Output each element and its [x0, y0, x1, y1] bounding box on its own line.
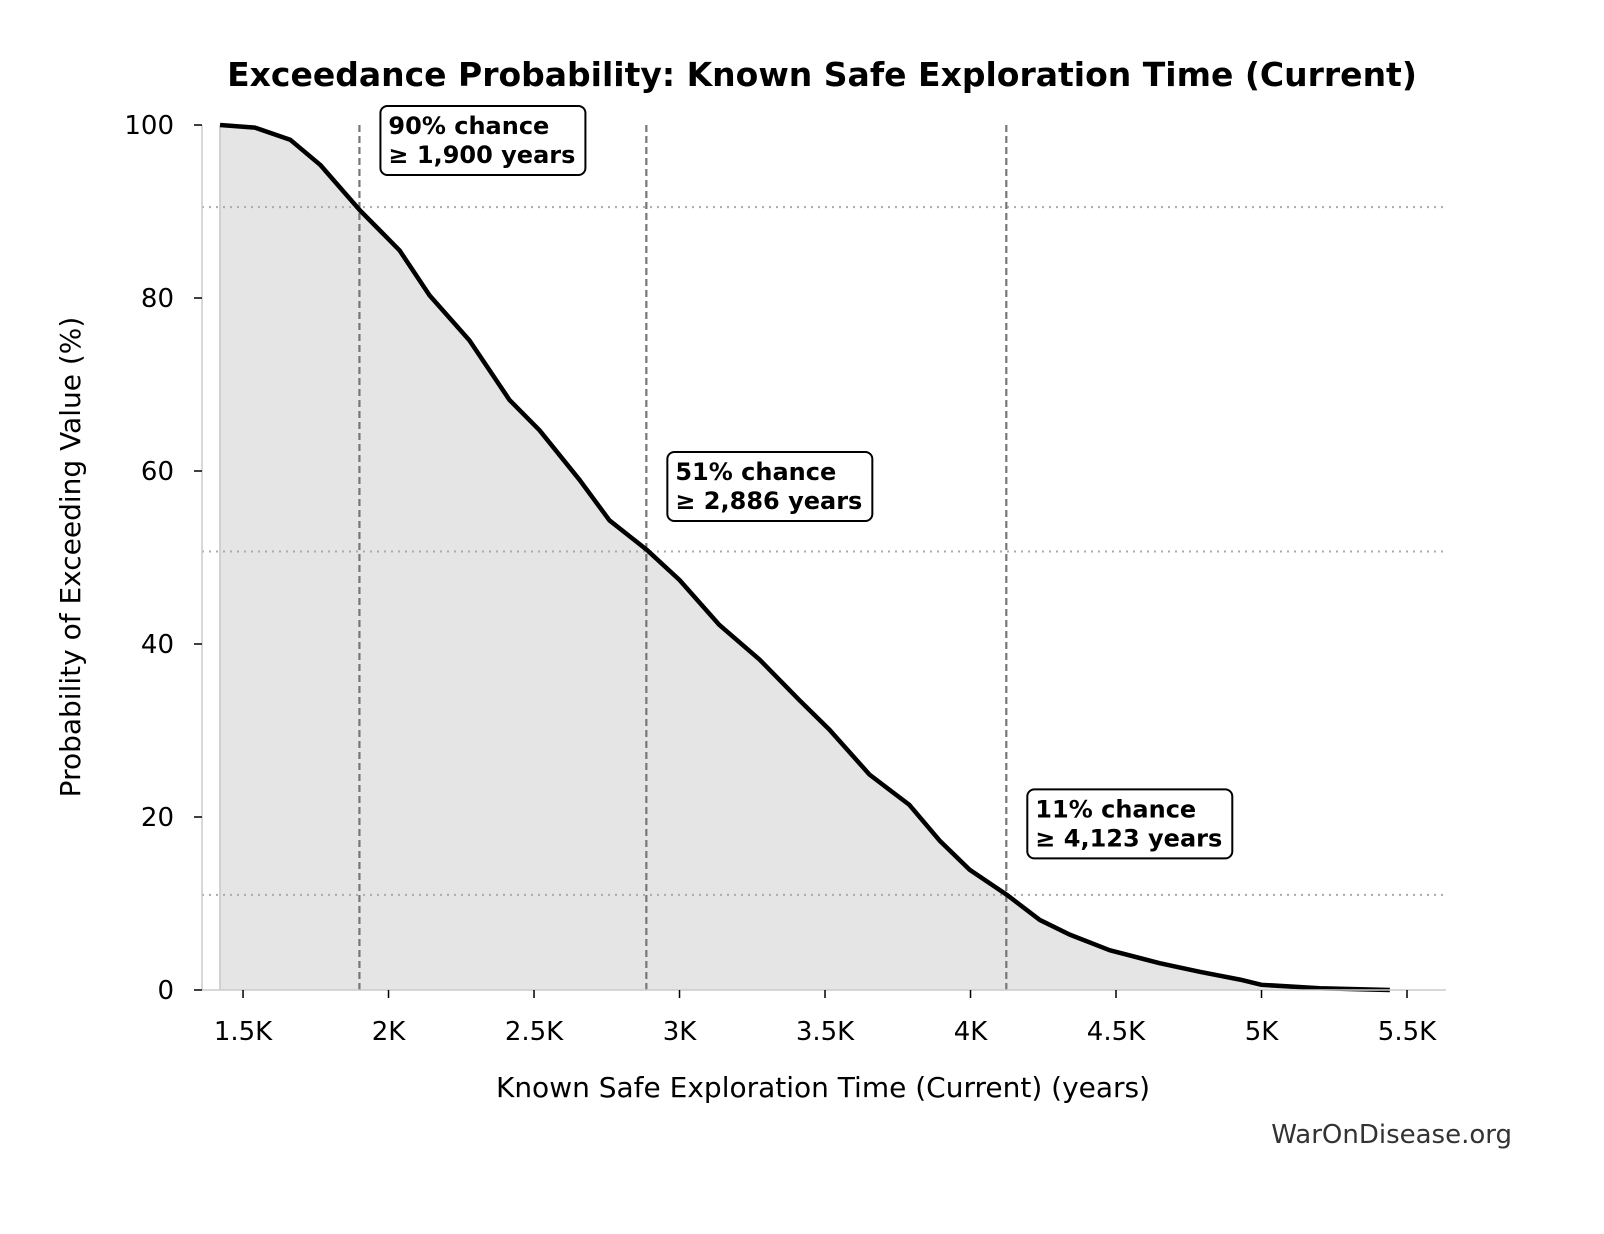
x-axis-label: Known Safe Exploration Time (Current) (y… [496, 1071, 1150, 1104]
y-tick-label: 20 [141, 803, 174, 833]
annotation-box [666, 451, 874, 522]
annotation-line1: 90% chance [388, 112, 549, 140]
x-tick-label: 5.5K [1378, 1017, 1437, 1047]
y-tick-label: 60 [141, 457, 174, 487]
y-tick-label: 0 [157, 976, 174, 1006]
area-fill [220, 125, 1390, 990]
x-tick-label: 2.5K [505, 1017, 564, 1047]
annotation-box [1026, 788, 1234, 860]
y-tick-label: 80 [141, 284, 174, 314]
annotation-2: 11% chance≥ 4,123 years [1026, 788, 1234, 860]
x-tick-label: 1.5K [214, 1017, 273, 1047]
y-tick-label: 40 [141, 630, 174, 660]
annotation-line2: ≥ 1,900 years [388, 141, 575, 169]
x-tick-label: 4K [954, 1017, 989, 1047]
y-axis-label: Probability of Exceeding Value (%) [54, 317, 87, 798]
chart-title: Exceedance Probability: Known Safe Explo… [227, 55, 1417, 94]
annotation-line1: 11% chance [1035, 795, 1196, 823]
annotation-0: 90% chance≥ 1,900 years [379, 105, 587, 176]
x-tick-label: 3K [663, 1017, 698, 1047]
annotation-box [379, 105, 587, 176]
annotation-line2: ≥ 2,886 years [675, 487, 862, 515]
exceedance-curve [219, 122, 1390, 993]
x-tick-label: 5K [1245, 1017, 1280, 1047]
x-tick-label: 2K [372, 1017, 407, 1047]
x-tick-label: 4.5K [1087, 1017, 1146, 1047]
x-tick-label: 3.5K [796, 1017, 855, 1047]
annotation-line1: 51% chance [675, 458, 836, 486]
y-tick-label: 100 [124, 111, 174, 141]
watermark: WarOnDisease.org [1271, 1120, 1512, 1150]
annotation-1: 51% chance≥ 2,886 years [666, 451, 874, 522]
annotation-line2: ≥ 4,123 years [1035, 824, 1222, 852]
